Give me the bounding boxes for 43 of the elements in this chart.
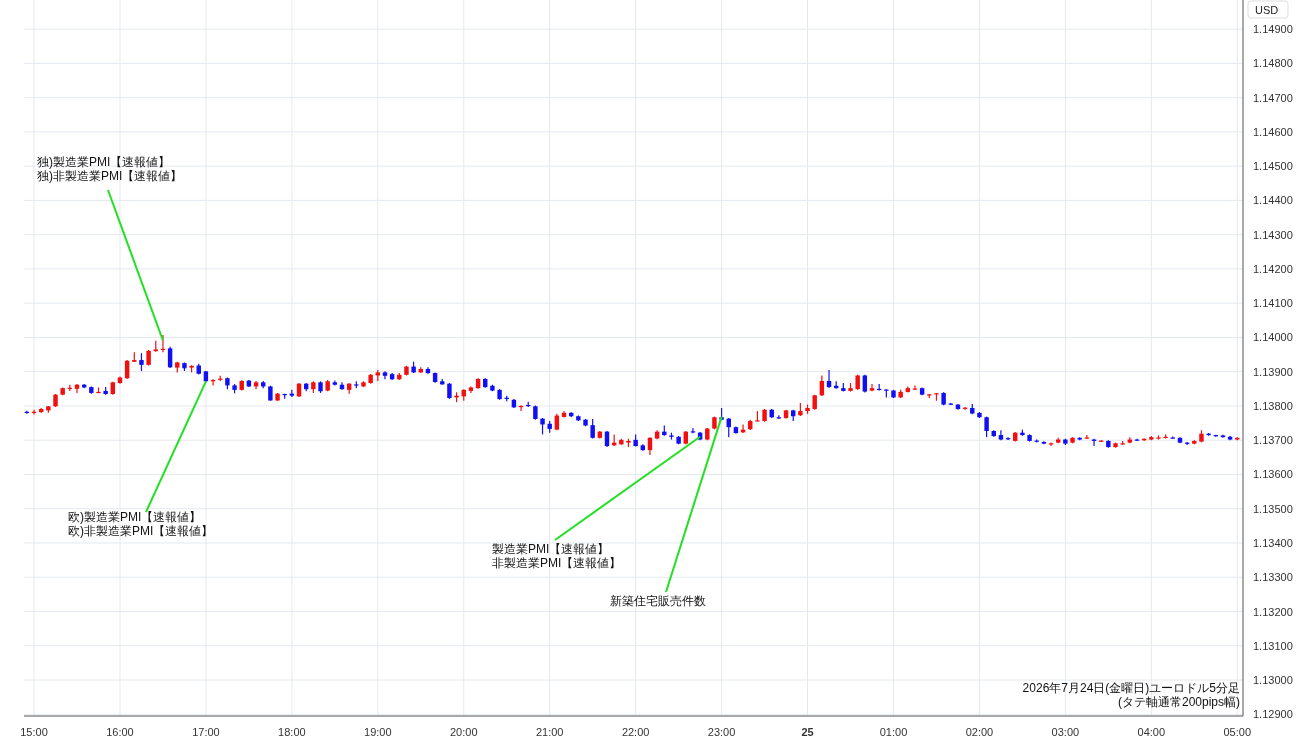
ytick-label: 1.14200 (1253, 262, 1293, 275)
ytick-label: 1.13400 (1253, 537, 1293, 549)
xtick-label: 01:00 (879, 726, 908, 738)
ytick-label: 1.13200 (1253, 605, 1293, 618)
xtick-label: 21:00 (535, 726, 564, 738)
ytick-label: 1.13100 (1253, 639, 1293, 652)
ytick-label: 1.14800 (1253, 57, 1293, 70)
ytick-label: 1.13300 (1253, 571, 1293, 584)
ytick-label: 1.14500 (1253, 160, 1293, 173)
xtick-label: 15:00 (20, 726, 48, 738)
xtick-label: 17:00 (192, 726, 220, 738)
ytick-label: 1.14000 (1253, 331, 1293, 344)
xtick-label: 25 (801, 726, 814, 738)
xtick-label: 04:00 (1137, 726, 1166, 738)
ytick-label: 1.13800 (1253, 399, 1293, 412)
ylabel: USD (1255, 4, 1279, 16)
ytick-label: 1.12900 (1253, 708, 1293, 721)
annotation: 新築住宅販売件数 (610, 594, 706, 608)
xtick-label: 19:00 (364, 726, 392, 738)
xtick-label: 02:00 (965, 726, 994, 738)
ytick-label: 1.13600 (1253, 468, 1293, 481)
ytick-label: 1.13900 (1253, 365, 1293, 378)
note: 2026年7月24日(金曜日)ユーロドル5分足 (タテ軸通常200pips幅) (1022, 681, 1240, 709)
xtick-label: 20:00 (450, 726, 478, 738)
ytick-label: 1.14700 (1253, 91, 1293, 104)
annotation: 独)製造業PMI【速報値】独)非製造業PMI【速報値】 (37, 155, 183, 342)
annotation: 欧)製造業PMI【速報値】欧)非製造業PMI【速報値】 (68, 510, 214, 538)
ytick-label: 1.13500 (1253, 502, 1293, 515)
xtick-label: 03:00 (1051, 726, 1080, 738)
annotation: 欧)製造業PMI【速報値】欧)非製造業PMI【速報値】 (68, 380, 214, 538)
ytick-label: 1.14900 (1253, 23, 1293, 36)
xtick-label: 22:00 (621, 726, 650, 738)
xtick-label: 18:00 (278, 726, 306, 738)
xtick-label: 23:00 (707, 726, 736, 738)
ytick-label: 1.14400 (1253, 194, 1293, 207)
ytick-label: 1.13000 (1253, 674, 1293, 687)
xtick-label: 16:00 (106, 726, 134, 738)
xtick-label: 05:00 (1223, 726, 1252, 738)
ytick-label: 1.14600 (1253, 125, 1293, 138)
ytick-label: 1.14100 (1253, 297, 1293, 310)
annotation: 独)製造業PMI【速報値】独)非製造業PMI【速報値】 (37, 155, 183, 183)
ytick-label: 1.13700 (1253, 434, 1293, 447)
ytick-label: 1.14300 (1253, 228, 1293, 241)
